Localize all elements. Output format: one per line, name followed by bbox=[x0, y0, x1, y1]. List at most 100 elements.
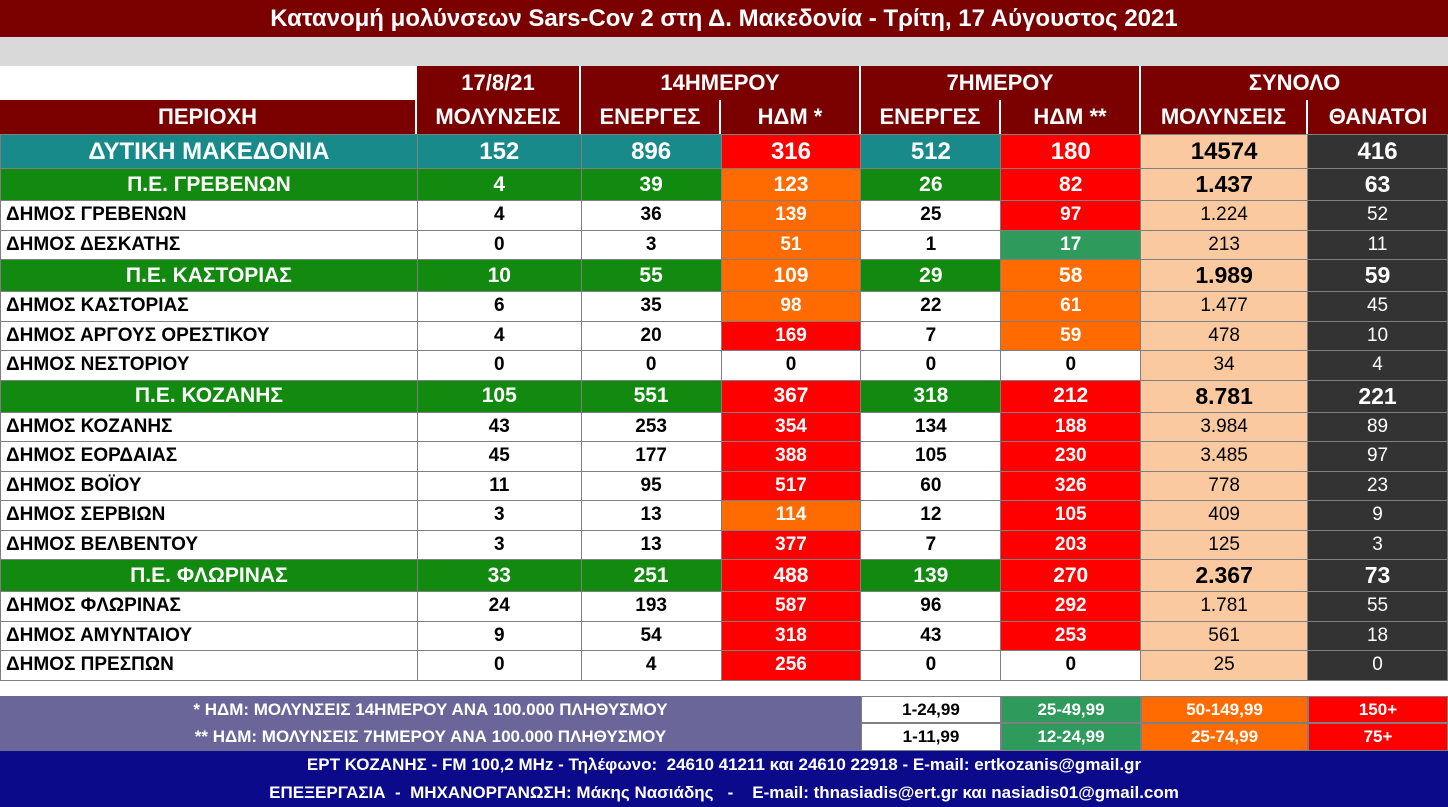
area-name-cell: ΔΗΜΟΣ ΠΡΕΣΠΩΝ bbox=[0, 650, 418, 681]
active14-cell: 177 bbox=[580, 441, 722, 472]
prefecture-row: Π.Ε. ΓΡΕΒΕΝΩΝ 4 39 123 26 82 1.437 63 bbox=[0, 168, 1448, 201]
total-infections-cell: 2.367 bbox=[1140, 559, 1309, 592]
idm14-cell: 388 bbox=[720, 441, 862, 472]
idm14-cell: 318 bbox=[720, 620, 862, 651]
total-infections-cell: 3.984 bbox=[1140, 411, 1309, 442]
sheet-title: Κατανομή μολύνσεων Sars-Cov 2 στη Δ. Μακ… bbox=[0, 0, 1448, 37]
active14-cell: 4 bbox=[580, 650, 722, 681]
active7-cell: 318 bbox=[860, 379, 1002, 413]
idm14-cell: 169 bbox=[720, 320, 862, 351]
legend-range7-level1: 1-11,99 bbox=[861, 723, 1001, 751]
active7-cell: 139 bbox=[860, 559, 1002, 592]
area-name-cell: ΔΥΤΙΚΗ ΜΑΚΕΔΟΝΙΑ bbox=[0, 134, 418, 169]
area-name-cell: ΔΗΜΟΣ ΚΑΣΤΟΡΙΑΣ bbox=[0, 291, 418, 322]
active14-cell: 35 bbox=[580, 291, 722, 322]
area-name-cell: ΔΗΜΟΣ ΒΕΛΒΕΝΤΟΥ bbox=[0, 529, 418, 560]
infections-cell: 4 bbox=[416, 168, 582, 201]
infections-cell: 0 bbox=[416, 229, 582, 260]
idm7-cell: 188 bbox=[1000, 411, 1142, 442]
total-infections-cell: 1.781 bbox=[1140, 591, 1309, 622]
idm7-cell: 212 bbox=[1000, 379, 1142, 413]
deaths-cell: 9 bbox=[1307, 500, 1448, 531]
idm7-cell: 58 bbox=[1000, 259, 1142, 292]
deaths-cell: 97 bbox=[1307, 441, 1448, 472]
idm14-cell: 377 bbox=[720, 529, 862, 560]
idm7-cell: 61 bbox=[1000, 291, 1142, 322]
infections-cell: 4 bbox=[416, 200, 582, 231]
idm7-cell: 82 bbox=[1000, 168, 1142, 201]
idm7-cell: 203 bbox=[1000, 529, 1142, 560]
active7-cell: 7 bbox=[860, 529, 1002, 560]
idm14-cell: 123 bbox=[720, 168, 862, 201]
idm7-cell: 270 bbox=[1000, 559, 1142, 592]
deaths-cell: 18 bbox=[1307, 620, 1448, 651]
active14-cell: 39 bbox=[580, 168, 722, 201]
legend-range14-level3: 50-149,99 bbox=[1141, 696, 1308, 723]
idm7-cell: 230 bbox=[1000, 441, 1142, 472]
footer-contact-line: ΕΡΤ ΚΟΖΑΝΗΣ - FM 100,2 MHz - Τηλέφωνο: 2… bbox=[306, 755, 1142, 774]
area-name-cell: ΔΗΜΟΣ ΣΕΡΒΙΩΝ bbox=[0, 500, 418, 531]
header-group-14day: 14ΗΜΕΡΟΥ bbox=[581, 66, 861, 100]
legend-range14-level4: 150+ bbox=[1308, 696, 1448, 723]
area-name-cell: ΔΗΜΟΣ ΚΟΖΑΝΗΣ bbox=[0, 411, 418, 442]
active7-cell: 12 bbox=[860, 500, 1002, 531]
deaths-cell: 63 bbox=[1307, 168, 1448, 201]
total-infections-cell: 561 bbox=[1140, 620, 1309, 651]
active7-cell: 96 bbox=[860, 591, 1002, 622]
idm14-cell: 109 bbox=[720, 259, 862, 292]
footer: ΕΡΤ ΚΟΖΑΝΗΣ - FM 100,2 MHz - Τηλέφωνο: 2… bbox=[0, 751, 1448, 807]
legend-range14-level1: 1-24,99 bbox=[861, 696, 1001, 723]
active14-cell: 896 bbox=[580, 134, 722, 169]
deaths-cell: 52 bbox=[1307, 200, 1448, 231]
active7-cell: 7 bbox=[860, 320, 1002, 351]
total-infections-cell: 3.485 bbox=[1140, 441, 1309, 472]
total-infections-cell: 213 bbox=[1140, 229, 1309, 260]
deaths-cell: 4 bbox=[1307, 350, 1448, 381]
area-name-cell: Π.Ε. ΓΡΕΒΕΝΩΝ bbox=[0, 168, 418, 201]
municipality-row: ΔΗΜΟΣ ΝΕΣΤΟΡΙΟΥ 0 0 0 0 0 34 4 bbox=[0, 350, 1448, 381]
active14-cell: 193 bbox=[580, 591, 722, 622]
legend-range7-level2: 12-24,99 bbox=[1001, 723, 1141, 751]
idm14-cell: 488 bbox=[720, 559, 862, 592]
header-group-total: ΣΥΝΟΛΟ bbox=[1141, 66, 1448, 100]
active7-cell: 22 bbox=[860, 291, 1002, 322]
municipality-row: ΔΗΜΟΣ ΓΡΕΒΕΝΩΝ 4 36 139 25 97 1.224 52 bbox=[0, 200, 1448, 231]
deaths-cell: 73 bbox=[1307, 559, 1448, 592]
total-infections-cell: 1.989 bbox=[1140, 259, 1309, 292]
idm7-cell: 17 bbox=[1000, 229, 1142, 260]
idm14-cell: 316 bbox=[720, 134, 862, 169]
deaths-cell: 23 bbox=[1307, 470, 1448, 501]
idm14-cell: 517 bbox=[720, 470, 862, 501]
active7-cell: 105 bbox=[860, 441, 1002, 472]
idm7-cell: 0 bbox=[1000, 350, 1142, 381]
infections-cell: 4 bbox=[416, 320, 582, 351]
active14-cell: 0 bbox=[580, 350, 722, 381]
active14-cell: 13 bbox=[580, 500, 722, 531]
municipality-row: ΔΗΜΟΣ ΦΛΩΡΙΝΑΣ 24 193 587 96 292 1.781 55 bbox=[0, 591, 1448, 622]
blank-row bbox=[0, 37, 1448, 66]
prefecture-row: Π.Ε. ΚΟΖΑΝΗΣ 105 551 367 318 212 8.781 221 bbox=[0, 379, 1448, 413]
idm14-cell: 256 bbox=[720, 650, 862, 681]
active7-cell: 26 bbox=[860, 168, 1002, 201]
municipality-row: ΔΗΜΟΣ ΑΜΥΝΤΑΙΟΥ 9 54 318 43 253 561 18 bbox=[0, 620, 1448, 651]
header-col-active14: ΕΝΕΡΓΕΣ bbox=[581, 100, 721, 134]
idm14-cell: 98 bbox=[720, 291, 862, 322]
header-col-area: ΠΕΡΙΟΧΗ bbox=[0, 100, 417, 134]
area-name-cell: Π.Ε. ΦΛΩΡΙΝΑΣ bbox=[0, 559, 418, 592]
header-col-infections: ΜΟΛΥΝΣΕΙΣ bbox=[417, 100, 581, 134]
active7-cell: 0 bbox=[860, 650, 1002, 681]
active14-cell: 251 bbox=[580, 559, 722, 592]
footer-credits-line: ΕΠΕΞΕΡΓΑΣΙΑ - ΜΗΧΑΝΟΡΓΑΝΩΣΗ: Μάκης Νασιά… bbox=[269, 783, 1179, 802]
infections-cell: 9 bbox=[416, 620, 582, 651]
infections-cell: 152 bbox=[416, 134, 582, 169]
idm7-cell: 253 bbox=[1000, 620, 1142, 651]
municipality-row: ΔΗΜΟΣ ΕΟΡΔΑΙΑΣ 45 177 388 105 230 3.485 97 bbox=[0, 441, 1448, 472]
deaths-cell: 89 bbox=[1307, 411, 1448, 442]
active7-cell: 512 bbox=[860, 134, 1002, 169]
infections-cell: 3 bbox=[416, 500, 582, 531]
total-infections-cell: 25 bbox=[1140, 650, 1309, 681]
total-infections-cell: 14574 bbox=[1140, 134, 1309, 169]
idm14-cell: 587 bbox=[720, 591, 862, 622]
deaths-cell: 0 bbox=[1307, 650, 1448, 681]
